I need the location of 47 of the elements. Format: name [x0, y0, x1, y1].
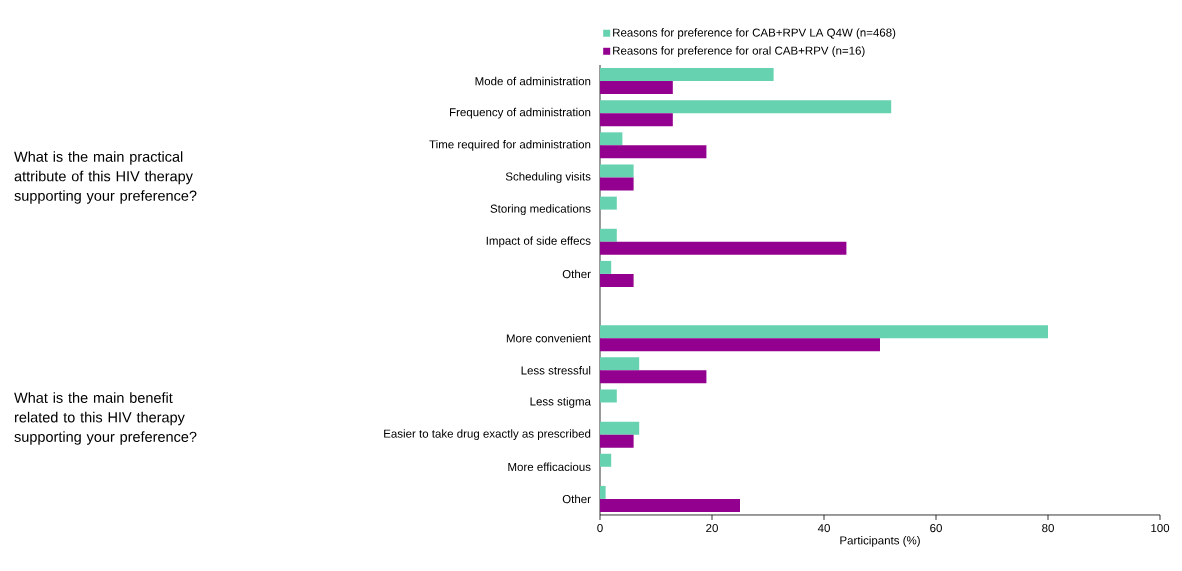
y-tick-label: Storing medications — [490, 204, 591, 215]
y-tick-label: Frequency of administration — [450, 107, 591, 119]
y-tick-label: Time required for administration — [429, 139, 591, 151]
bar — [600, 145, 707, 159]
bar — [600, 100, 892, 114]
x-tick-label: 80 — [1042, 524, 1054, 533]
bar — [600, 370, 707, 384]
y-tick-label: Other — [562, 494, 591, 504]
y-tick-label: Other — [562, 269, 591, 279]
legend-label: Reasons for preference for oral CAB+RPV (n=16) — [613, 46, 865, 57]
x-tick-label: 40 — [817, 524, 830, 533]
bar — [600, 260, 612, 274]
y-tick-label: Less stressful — [521, 366, 591, 375]
y-tick-label: More convenient — [506, 333, 591, 343]
y-tick-label: Easier to take drug exactly as prescribed — [384, 429, 591, 440]
bar — [600, 421, 640, 435]
bar — [600, 241, 847, 255]
text: What is the main practical attribute of this HIV therapy supporting your preference? — [14, 151, 197, 204]
bar — [600, 81, 673, 95]
bar — [600, 434, 634, 448]
bar — [600, 132, 623, 146]
bar — [600, 498, 740, 512]
legend-label: Reasons for preference for CAB+RPV LA Q4W (n=468) — [613, 28, 896, 39]
text: What is the main benefit related to this HIV therapy supporting your preference? — [14, 392, 197, 445]
y-tick-label: More efficacious — [508, 462, 591, 471]
bar — [600, 357, 640, 371]
bar — [600, 228, 617, 242]
x-tick-label: 100 — [1151, 524, 1170, 533]
bar — [600, 177, 634, 191]
bar — [600, 68, 774, 82]
bar — [600, 113, 673, 127]
y-tick-label: Impact of side effecs — [486, 236, 591, 248]
y-tick-label: Mode of administration — [475, 76, 591, 86]
bar — [600, 338, 881, 352]
bar — [600, 196, 617, 210]
bar — [600, 389, 617, 403]
y-tick-label: Less stigma — [530, 397, 591, 408]
y-tick-label: Scheduling visits — [505, 172, 591, 183]
bar — [600, 164, 634, 178]
bar — [600, 485, 606, 499]
x-axis-title: Participants (%) — [840, 536, 920, 547]
x-tick-label: 20 — [706, 524, 718, 533]
x-tick-label: 0 — [597, 524, 603, 533]
bar — [600, 273, 634, 287]
x-tick-label: 60 — [930, 524, 942, 533]
bar — [600, 325, 1048, 339]
bar — [600, 453, 612, 467]
